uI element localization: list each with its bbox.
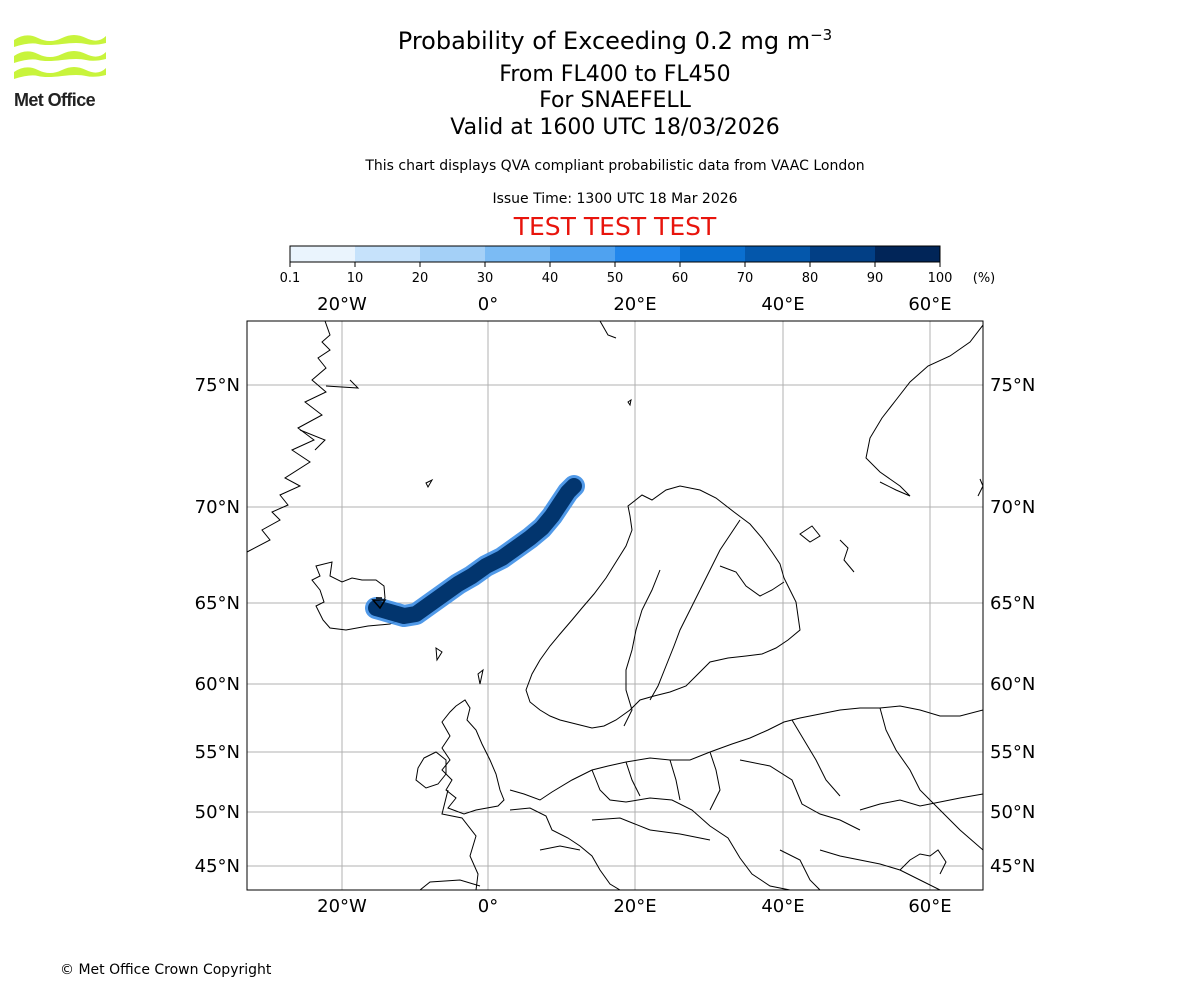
longitude-labels-bottom: 20°W 0° 20°E 40°E 60°E [317, 896, 951, 917]
longitude-label: 0° [478, 294, 498, 315]
colorbar-tick-label: 80 [802, 271, 819, 286]
colorbar-tick-label: 50 [607, 271, 624, 286]
colorbar-cell [810, 246, 875, 262]
chart-title: Probability of Exceeding 0.2 mg m−3 [300, 26, 930, 55]
plume-edge [365, 475, 585, 627]
met-office-logo: Met Office [14, 30, 106, 112]
great-britain-coast [441, 699, 505, 815]
colorbar-tick-label: 60 [672, 271, 689, 286]
colorbar-cell [745, 246, 810, 262]
latitude-label: 60°N [990, 674, 1035, 695]
longitude-label: 60°E [908, 896, 951, 917]
ash-probability-plume [365, 475, 585, 627]
volcano-marker-icon [371, 597, 387, 610]
longitude-label: 20°E [613, 294, 656, 315]
colorbar-tick-label: 100 [928, 271, 953, 286]
volcano-name: For SNAEFELL [539, 88, 691, 113]
ireland-coast [415, 751, 447, 789]
colorbar-tick-label: 40 [542, 271, 559, 286]
longitude-label: 20°W [317, 896, 367, 917]
colorbar-cell [615, 246, 680, 262]
chart-title-text: Probability of Exceeding 0.2 mg m [397, 27, 811, 55]
valid-time: Valid at 1600 UTC 18/03/2026 [450, 115, 780, 140]
met-office-wave-icon [14, 35, 106, 79]
latitude-label: 45°N [195, 856, 240, 877]
probability-colorbar: 0.1 10 20 30 40 50 60 70 80 90 100 (%) [280, 245, 996, 286]
europe-coast [441, 789, 479, 890]
latitude-label: 75°N [195, 375, 240, 396]
latitude-label: 70°N [195, 497, 240, 518]
colorbar-cell [875, 246, 940, 262]
colorbar-tick-label: 90 [867, 271, 884, 286]
latitude-label: 70°N [990, 497, 1035, 518]
latitude-label: 50°N [195, 802, 240, 823]
longitude-label: 40°E [761, 896, 804, 917]
europe-map: 20°W 0° 20°E 40°E 60°E 20°W 0° 20°E 40°E 60°E 75… [195, 294, 1036, 917]
data-source-note: This chart displays QVA compliant probab… [365, 158, 865, 174]
longitude-label: 40°E [761, 294, 804, 315]
graticule [247, 321, 983, 890]
latitude-label: 45°N [990, 856, 1035, 877]
latitude-label: 65°N [195, 593, 240, 614]
colorbar-cell [290, 246, 355, 262]
latitude-labels-left: 75°N 70°N 65°N 60°N 55°N 50°N 45°N [195, 375, 240, 877]
longitude-labels-top: 20°W 0° 20°E 40°E 60°E [317, 294, 951, 315]
latitude-label: 60°N [195, 674, 240, 695]
colorbar-cell [550, 246, 615, 262]
colorbar-cell [485, 246, 550, 262]
colorbar-tick-label: 10 [347, 271, 364, 286]
colorbar-tick-label: 70 [737, 271, 754, 286]
colorbar-tick-label: 20 [412, 271, 429, 286]
colorbar-unit: (%) [973, 271, 996, 286]
latitude-label: 75°N [990, 375, 1035, 396]
coastlines [247, 321, 983, 890]
colorbar-tick-label: 30 [477, 271, 494, 286]
latitude-label: 55°N [990, 742, 1035, 763]
flight-level-range: From FL400 to FL450 [499, 62, 731, 87]
latitude-label: 55°N [195, 742, 240, 763]
latitude-label: 50°N [990, 802, 1035, 823]
colorbar-cell [355, 246, 420, 262]
longitude-label: 20°W [317, 294, 367, 315]
copyright-footer: © Met Office Crown Copyright [60, 962, 272, 978]
novaya-zemlya-coast [865, 324, 983, 497]
colorbar-cell [420, 246, 485, 262]
met-office-logo-text: Met Office [14, 90, 96, 110]
longitude-label: 60°E [908, 294, 951, 315]
map-frame [246, 320, 984, 891]
latitude-labels-right: 75°N 70°N 65°N 60°N 55°N 50°N 45°N [990, 375, 1035, 877]
longitude-label: 0° [478, 896, 498, 917]
colorbar-tick-label: 0.1 [280, 271, 301, 286]
greenland-coast [247, 321, 331, 553]
test-banner: TEST TEST TEST [513, 212, 717, 241]
chart-title-exponent: −3 [810, 26, 833, 44]
issue-time: Issue Time: 1300 UTC 18 Mar 2026 [492, 191, 738, 207]
colorbar-cell [680, 246, 745, 262]
norway-coast [525, 485, 801, 729]
longitude-label: 20°E [613, 896, 656, 917]
latitude-label: 65°N [990, 593, 1035, 614]
plume-core [368, 478, 582, 624]
iceland-coast [311, 561, 401, 631]
